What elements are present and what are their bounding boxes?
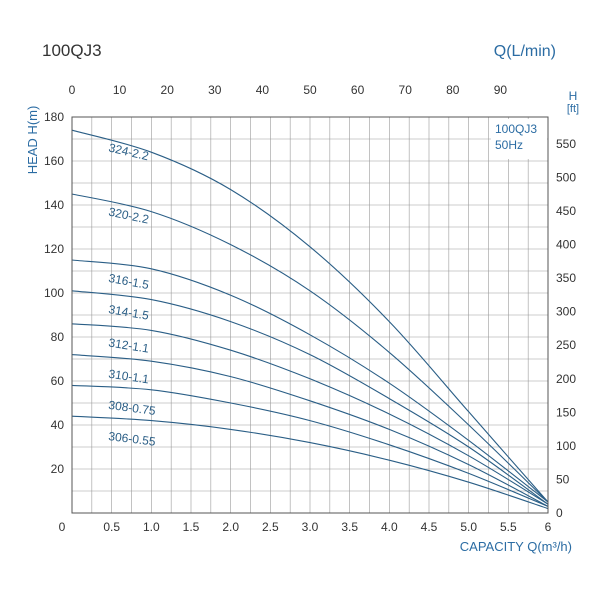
y-tick-label: 140	[44, 198, 64, 212]
top-tick-label: 20	[161, 83, 175, 97]
top-tick-label: 90	[494, 83, 508, 97]
x-tick-label: 3.0	[302, 520, 319, 534]
left-axis-title: HEAD H(m)	[25, 106, 40, 175]
x-tick-label: 5.5	[500, 520, 517, 534]
right-tick-label: 400	[556, 238, 576, 252]
right-tick-label: 450	[556, 204, 576, 218]
legend-box-frame	[491, 119, 547, 159]
x-tick-label: 3.5	[341, 520, 358, 534]
series-label-312-1.1: 312-1.1	[108, 336, 151, 356]
right-tick-label: 350	[556, 271, 576, 285]
top-tick-label: 80	[446, 83, 460, 97]
curves	[71, 129, 549, 510]
top-tick-label: 30	[208, 83, 222, 97]
top-tick-label: 40	[256, 83, 270, 97]
bottom-axis-title: CAPACITY Q(m³/h)	[460, 539, 572, 554]
right-tick-label: 300	[556, 305, 576, 319]
series-line-308-0.75	[71, 384, 549, 507]
right-tick-label: 550	[556, 137, 576, 151]
series-line-312-1.1	[71, 323, 549, 505]
right-tick-label: 250	[556, 338, 576, 352]
x-tick-label: 2.5	[262, 520, 279, 534]
right-axis-title-line1: H	[569, 89, 578, 103]
legend-box: 100QJ3 50Hz	[491, 119, 547, 159]
right-tick-label: 150	[556, 405, 576, 419]
series-line-320-2.2	[71, 193, 549, 503]
top-tick-label: 10	[113, 83, 127, 97]
top-tick-label: 60	[351, 83, 365, 97]
series-label-310-1.1: 310-1.1	[108, 367, 151, 387]
origin-tick-label: 0	[59, 520, 66, 534]
right-axis-title-line2: [ft]	[567, 103, 579, 115]
y-tick-label: 160	[44, 154, 64, 168]
series-label-306-0.55: 306-0.55	[108, 429, 157, 449]
right-tick-label: 50	[556, 472, 570, 486]
y-tick-label: 40	[51, 418, 65, 432]
series-line-316-1.5	[71, 259, 549, 503]
top-axis-title: Q(L/min)	[494, 43, 556, 60]
plot-frame	[71, 116, 549, 514]
right-tick-label: 100	[556, 439, 576, 453]
top-tick-label: 0	[69, 83, 76, 97]
right-tick-label: 0	[556, 506, 563, 520]
y-tick-label: 60	[51, 374, 65, 388]
y-tick-label: 80	[51, 330, 65, 344]
legend-model: 100QJ3	[495, 122, 537, 136]
x-tick-label: 1.0	[143, 520, 160, 534]
series-line-324-2.2	[71, 129, 549, 503]
x-tick-label: 2.0	[222, 520, 239, 534]
y-tick-label: 180	[44, 110, 64, 124]
legend-frequency: 50Hz	[495, 138, 523, 152]
x-tick-label: 5.0	[460, 520, 477, 534]
series-line-314-1.5	[71, 290, 549, 505]
x-tick-label: 4.5	[421, 520, 438, 534]
y-tick-label: 100	[44, 286, 64, 300]
right-tick-label: 200	[556, 372, 576, 386]
series-label-324-2.2: 324-2.2	[107, 140, 150, 163]
top-tick-label: 50	[303, 83, 317, 97]
series-label-316-1.5: 316-1.5	[107, 271, 150, 292]
series-label-308-0.75: 308-0.75	[108, 398, 157, 418]
series-line-306-0.55	[71, 415, 549, 510]
tick-labels: 0.5 1.0 1.5 2.0 2.5 3.0 3.5 4.0 4.5 5.0 5.5 6020406…	[44, 83, 576, 534]
y-tick-label: 120	[44, 242, 64, 256]
top-tick-label: 70	[399, 83, 413, 97]
right-tick-label: 500	[556, 170, 576, 184]
series-line-310-1.1	[71, 354, 549, 507]
x-tick-label: 1.5	[183, 520, 200, 534]
series-label-314-1.5: 314-1.5	[107, 302, 150, 323]
x-tick-label: 6	[545, 520, 552, 534]
model-title: 100QJ3	[42, 41, 102, 60]
series-label-320-2.2: 320-2.2	[107, 205, 150, 227]
x-tick-label: 4.0	[381, 520, 398, 534]
y-tick-label: 20	[51, 462, 65, 476]
x-tick-label: 0.5	[103, 520, 120, 534]
